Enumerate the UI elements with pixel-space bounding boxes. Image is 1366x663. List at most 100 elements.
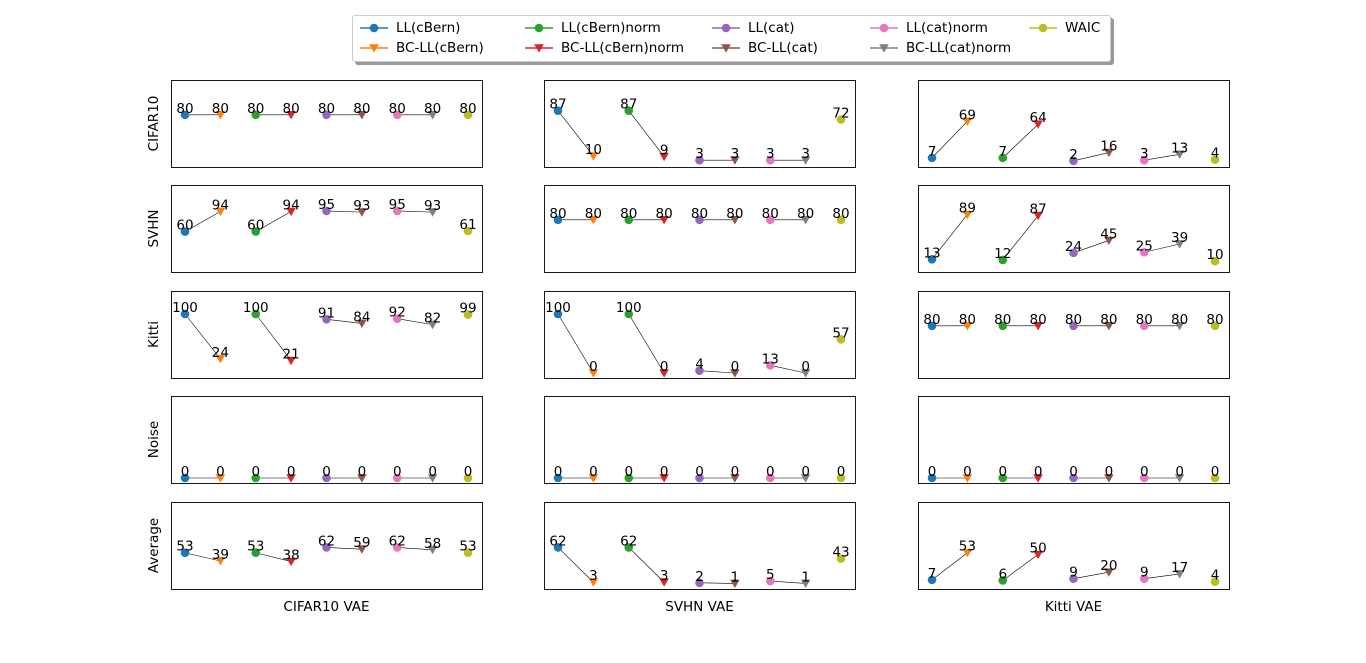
value-label-bc-ll-cat: 20 xyxy=(1100,558,1117,574)
point-ll-cat-norm xyxy=(392,110,402,120)
point-bc-ll-cat xyxy=(357,319,367,328)
value-label-waic: 61 xyxy=(459,217,476,233)
legend-marker xyxy=(721,23,731,33)
connector-line xyxy=(628,313,665,374)
row-label-noise: Noise xyxy=(146,421,162,458)
point-bc-ll-cat-norm xyxy=(1174,474,1185,483)
panel-frame xyxy=(171,185,483,273)
value-label-waic: 72 xyxy=(832,106,849,122)
value-label-bc-ll-cat-norm: 0 xyxy=(1175,464,1184,480)
value-label-ll-cat-norm: 0 xyxy=(766,464,775,480)
point-bc-ll-cbern-norm xyxy=(286,474,296,483)
point-bc-ll-cbern-norm xyxy=(286,557,296,567)
value-label-ll-cbern-norm: 12 xyxy=(994,246,1011,262)
value-label-bc-ll-cbern: 0 xyxy=(963,464,972,480)
point-bc-ll-cbern xyxy=(588,216,599,225)
point-ll-cbern xyxy=(927,321,937,331)
connector-line xyxy=(557,313,594,374)
connector-line xyxy=(1073,152,1109,162)
value-label-ll-cat-norm: 9 xyxy=(1140,565,1149,581)
legend-marker xyxy=(369,44,379,53)
value-label-ll-cat-norm: 13 xyxy=(762,351,779,367)
legend-swatch-ll-cat-norm xyxy=(870,23,898,33)
value-label-ll-cat: 2 xyxy=(1069,147,1078,163)
value-label-ll-cat: 0 xyxy=(322,464,331,480)
panel-cifar10-svhn-vae: 87 10 87 9 3 3 3 3 72 xyxy=(544,80,856,168)
panel-average-cifar10-vae: 53 39 53 38 62 59 62 58 53 xyxy=(171,502,483,590)
value-label-bc-ll-cbern-norm: 87 xyxy=(1030,202,1047,218)
panel-noise-cifar10-vae: 0 0 0 0 0 0 0 0 0 xyxy=(171,396,483,484)
value-label-bc-ll-cat: 80 xyxy=(726,206,743,222)
value-label-ll-cat-norm: 3 xyxy=(1140,146,1149,162)
point-waic xyxy=(836,115,846,124)
value-label-bc-ll-cat-norm: 1 xyxy=(801,569,810,585)
value-label-bc-ll-cbern-norm: 0 xyxy=(660,359,669,375)
value-label-bc-ll-cat-norm: 13 xyxy=(1171,140,1188,156)
point-bc-ll-cat xyxy=(730,216,740,225)
panel-frame xyxy=(171,502,483,590)
panel-average-kitti-vae: 7 53 6 50 9 20 9 17 4 xyxy=(918,502,1230,590)
point-ll-cbern-norm xyxy=(251,473,261,483)
point-bc-ll-cbern xyxy=(962,548,973,558)
connector-line xyxy=(1002,215,1039,261)
value-label-ll-cat: 24 xyxy=(1065,239,1082,255)
point-ll-cat xyxy=(322,110,331,120)
point-ll-cbern xyxy=(553,309,563,319)
legend-swatch-bc-ll-cat-norm xyxy=(870,44,898,53)
connector-line xyxy=(184,552,221,562)
point-ll-cat-norm xyxy=(765,215,775,225)
value-label-bc-ll-cat-norm: 93 xyxy=(424,198,441,214)
point-ll-cat xyxy=(1069,248,1078,258)
legend-swatch-ll-cat xyxy=(712,23,740,33)
value-label-ll-cbern: 80 xyxy=(923,312,940,328)
value-label-bc-ll-cat: 0 xyxy=(731,464,740,480)
value-label-bc-ll-cbern: 39 xyxy=(212,547,229,563)
value-label-waic: 0 xyxy=(1211,464,1220,480)
point-bc-ll-cat-norm xyxy=(1174,150,1185,159)
legend-swatch-ll-cbern-norm xyxy=(525,23,553,33)
value-label-bc-ll-cat-norm: 39 xyxy=(1171,230,1188,246)
value-label-waic: 4 xyxy=(1211,146,1220,162)
panel-frame xyxy=(544,185,856,273)
legend-marker xyxy=(534,23,544,33)
point-ll-cbern xyxy=(553,473,563,483)
value-label-bc-ll-cbern: 0 xyxy=(589,464,598,480)
value-label-ll-cbern: 60 xyxy=(176,218,193,234)
panel-kitti-cifar10-vae: 100 24 100 21 91 84 92 82 99 xyxy=(171,291,483,379)
point-bc-ll-cat-norm xyxy=(1174,322,1185,331)
point-ll-cbern-norm xyxy=(251,110,261,120)
value-label-ll-cbern: 13 xyxy=(923,245,940,261)
point-ll-cbern xyxy=(927,473,937,483)
point-ll-cat xyxy=(322,473,331,483)
value-label-ll-cbern: 53 xyxy=(176,539,193,555)
panel-frame xyxy=(544,502,856,590)
point-bc-ll-cbern-norm xyxy=(286,207,296,217)
point-ll-cat xyxy=(695,366,704,375)
value-label-waic: 80 xyxy=(832,206,849,222)
point-ll-cbern xyxy=(927,255,937,264)
point-ll-cbern xyxy=(180,227,190,236)
point-bc-ll-cbern xyxy=(962,322,973,331)
value-label-bc-ll-cbern-norm: 80 xyxy=(283,101,300,117)
point-bc-ll-cbern-norm xyxy=(659,369,669,378)
point-bc-ll-cat-norm xyxy=(800,216,811,225)
connector-line xyxy=(1144,573,1180,579)
value-label-ll-cat: 80 xyxy=(691,206,708,222)
connector-line xyxy=(557,110,594,157)
point-bc-ll-cat xyxy=(1104,568,1114,577)
point-bc-ll-cbern-norm xyxy=(659,578,669,587)
value-label-ll-cbern: 62 xyxy=(549,533,566,549)
value-label-waic: 80 xyxy=(1206,312,1223,328)
value-label-ll-cbern-norm: 80 xyxy=(994,312,1011,328)
value-label-ll-cbern-norm: 7 xyxy=(998,144,1007,160)
value-label-bc-ll-cbern-norm: 21 xyxy=(283,347,300,363)
point-bc-ll-cat-norm xyxy=(800,369,811,378)
value-label-ll-cbern-norm: 80 xyxy=(247,101,264,117)
point-ll-cbern xyxy=(927,153,937,163)
point-ll-cat xyxy=(322,543,331,552)
value-label-bc-ll-cbern: 89 xyxy=(959,200,976,216)
point-waic xyxy=(1210,473,1220,483)
value-label-ll-cbern: 0 xyxy=(554,464,563,480)
point-ll-cat xyxy=(1069,473,1078,483)
point-waic xyxy=(463,226,473,236)
